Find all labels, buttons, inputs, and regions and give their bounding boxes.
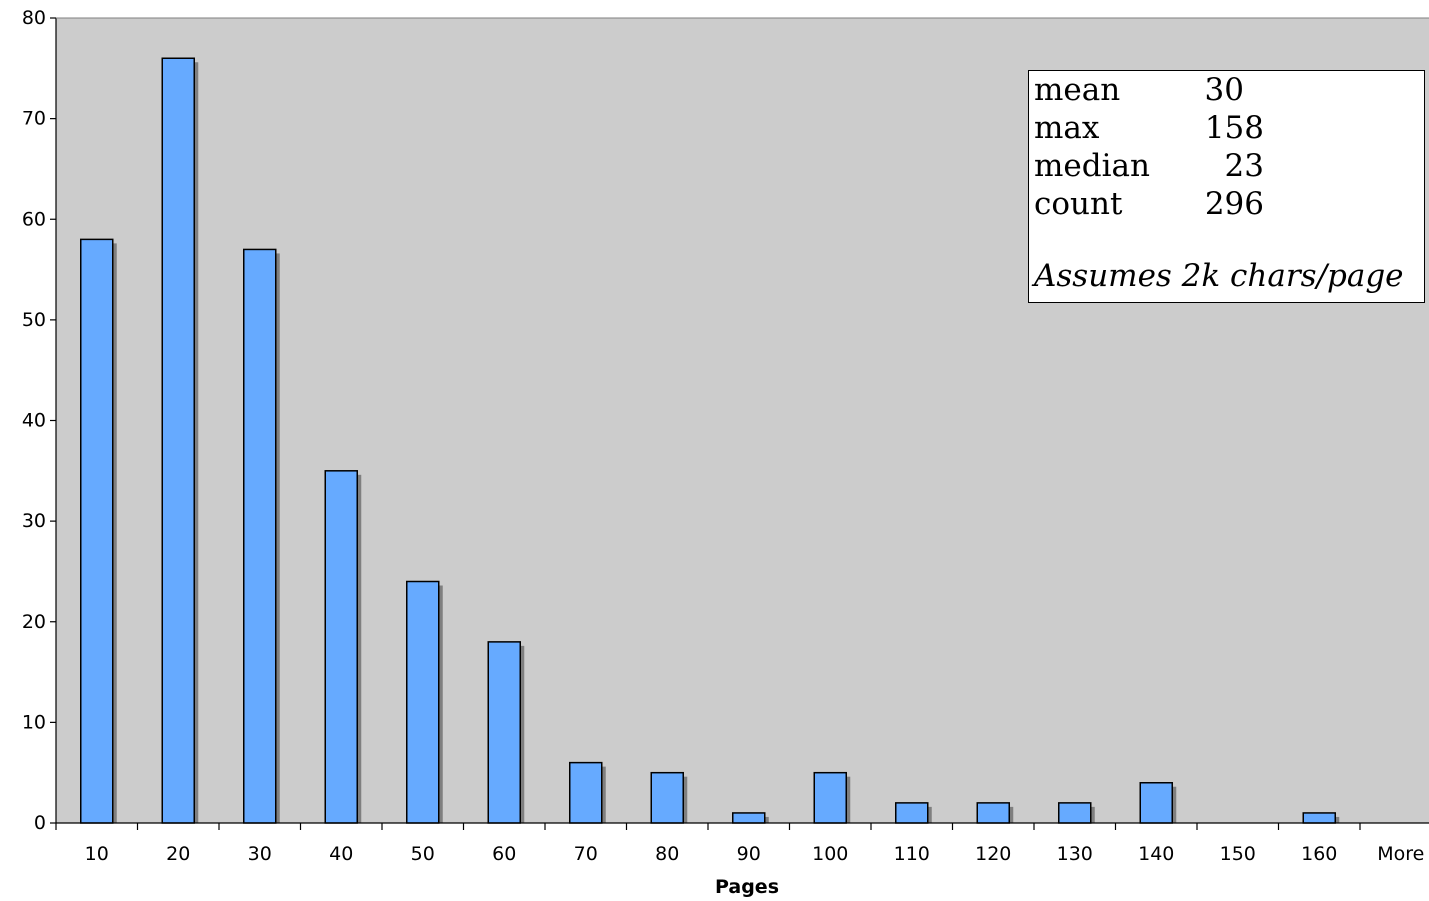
x-tick-label: 30 [248,843,272,865]
summary-stats-box: mean 30 max 158 median 23 count 296 Assu… [1028,70,1425,303]
y-axis-ticks: 0 10 20 30 40 50 60 70 80 [22,7,56,834]
bar-160 [1302,812,1336,824]
stat-note: Assumes 2k chars/page [1034,258,1404,294]
stat-label: mean [1034,72,1121,108]
y-tick-label: 40 [22,410,46,432]
x-tick-label: 10 [85,843,109,865]
y-tick-label: 20 [22,611,46,633]
y-tick-label: 80 [22,7,46,29]
bar-130 [1058,802,1092,824]
x-tick-label: 70 [574,843,598,865]
x-tick-label: 60 [492,843,516,865]
x-tick-label: 80 [655,843,679,865]
y-tick-label: 30 [22,510,46,532]
x-tick-label: 120 [975,843,1011,865]
x-tick-label: 160 [1301,843,1337,865]
bar-120 [976,802,1010,824]
stat-value: 158 [1204,110,1264,146]
stat-value: 296 [1204,186,1264,222]
stat-row-mean: mean 30 [1034,71,1424,109]
bar-110 [895,802,929,824]
bar-40 [324,470,358,824]
stat-row-max: max 158 [1034,109,1424,147]
stat-label: count [1034,186,1123,222]
bar-50 [406,580,440,824]
bar-90 [732,812,766,824]
x-tick-label: 20 [166,843,190,865]
x-tick-label: 130 [1057,843,1093,865]
stat-row-median: median 23 [1034,147,1424,185]
bar-100 [813,771,847,824]
y-tick-label: 10 [22,711,46,733]
x-tick-label: 40 [329,843,353,865]
stat-value: 30 [1204,72,1244,108]
bar-10 [80,238,114,824]
x-tick-label: 100 [812,843,848,865]
bar-20 [161,57,195,824]
bar-70 [569,761,603,824]
y-tick-label: 50 [22,309,46,331]
x-tick-label: 50 [411,843,435,865]
x-axis-ticks: 10 20 30 40 50 60 70 80 90 100 110 120 130 140 150 160 M… [55,823,1424,865]
y-tick-label: 0 [34,812,46,834]
x-tick-label: 90 [737,843,761,865]
x-tick-label: 150 [1220,843,1256,865]
bar-60 [487,641,521,824]
x-tick-label: 110 [894,843,930,865]
stat-value: 23 [1224,148,1264,184]
x-tick-label: 140 [1138,843,1174,865]
stat-row-count: count 296 [1034,185,1424,223]
y-tick-label: 60 [22,208,46,230]
x-axis-title: Pages [715,876,779,898]
bar-30 [243,248,277,824]
stat-label: max [1034,110,1100,146]
x-tick-label: More [1377,843,1424,865]
stat-label: median [1034,148,1150,184]
bars [80,57,1336,824]
bar-140 [1139,782,1173,824]
bar-80 [650,771,684,824]
y-tick-label: 70 [22,108,46,130]
